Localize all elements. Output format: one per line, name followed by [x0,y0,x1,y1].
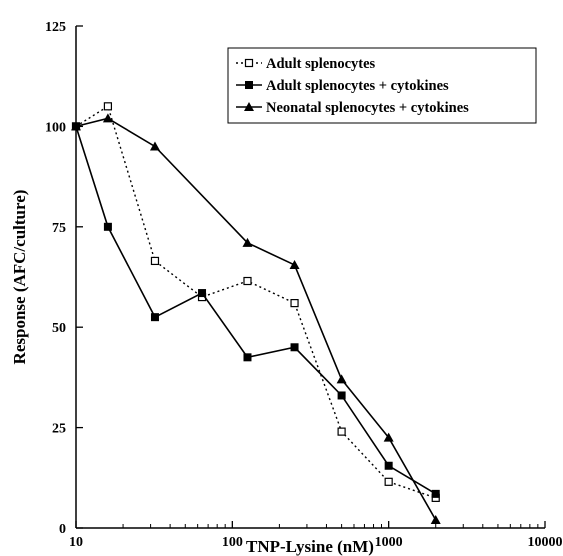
legend-marker [244,102,254,111]
data-point [149,141,160,151]
data-point [102,113,113,123]
legend-label: Adult splenocytes + cytokines [266,78,449,94]
data-point [431,489,440,498]
series-layer [71,102,441,524]
series-line [75,117,437,521]
x-tick-label: 10 [69,535,83,550]
data-point [103,102,113,111]
data-point [243,353,252,362]
legend-items: Adult splenocytes Adult splenocytes + cyt… [236,56,469,116]
data-point [336,374,347,384]
data-point [384,477,393,486]
data-point [242,237,253,247]
data-point [290,299,299,308]
series-line [75,105,436,499]
data-point [384,461,393,470]
y-tick-label: 75 [52,221,66,236]
data-point [243,276,252,286]
x-tick-label: 100 [222,535,243,550]
y-ticks: 0 25 50 75 100 125 [45,20,83,537]
legend-box [227,47,537,124]
data-point [150,256,160,266]
y-tick-label: 50 [52,321,66,336]
y-tick-label: 100 [45,120,66,135]
data-point [337,427,346,436]
legend-item: Adult splenocytes [236,56,376,72]
plot-area [75,26,545,529]
series-3 [71,113,441,524]
data-point [383,432,394,442]
legend-marker [245,81,253,89]
y-tick-label: 125 [45,20,66,35]
x-tick-label: 10000 [528,535,563,550]
data-point [337,391,346,400]
y-axis-title: Response (AFC/culture) [10,190,29,365]
data-point [198,289,207,298]
data-point [103,222,112,231]
legend-item: Adult splenocytes + cytokines [236,78,449,94]
y-tick-label: 0 [59,522,66,537]
legend-label: Adult splenocytes [266,56,376,72]
y-tick-label: 25 [52,422,66,437]
data-point [71,121,81,131]
legend: Adult splenocytes Adult splenocytes + cyt… [227,47,537,124]
x-axis-title: TNP-Lysine (nM) [246,537,374,556]
series-line [75,126,437,495]
x-ticks: 10 100 1000 10000 [69,521,563,550]
x-tick-label: 1000 [375,535,403,550]
data-point [430,514,441,524]
legend-item: Neonatal splenocytes + cytokines [236,100,469,116]
data-point [289,259,300,269]
legend-label: Neonatal splenocytes + cytokines [266,100,469,116]
data-point [290,343,299,352]
data-point [150,313,159,322]
legend-marker [244,58,254,68]
